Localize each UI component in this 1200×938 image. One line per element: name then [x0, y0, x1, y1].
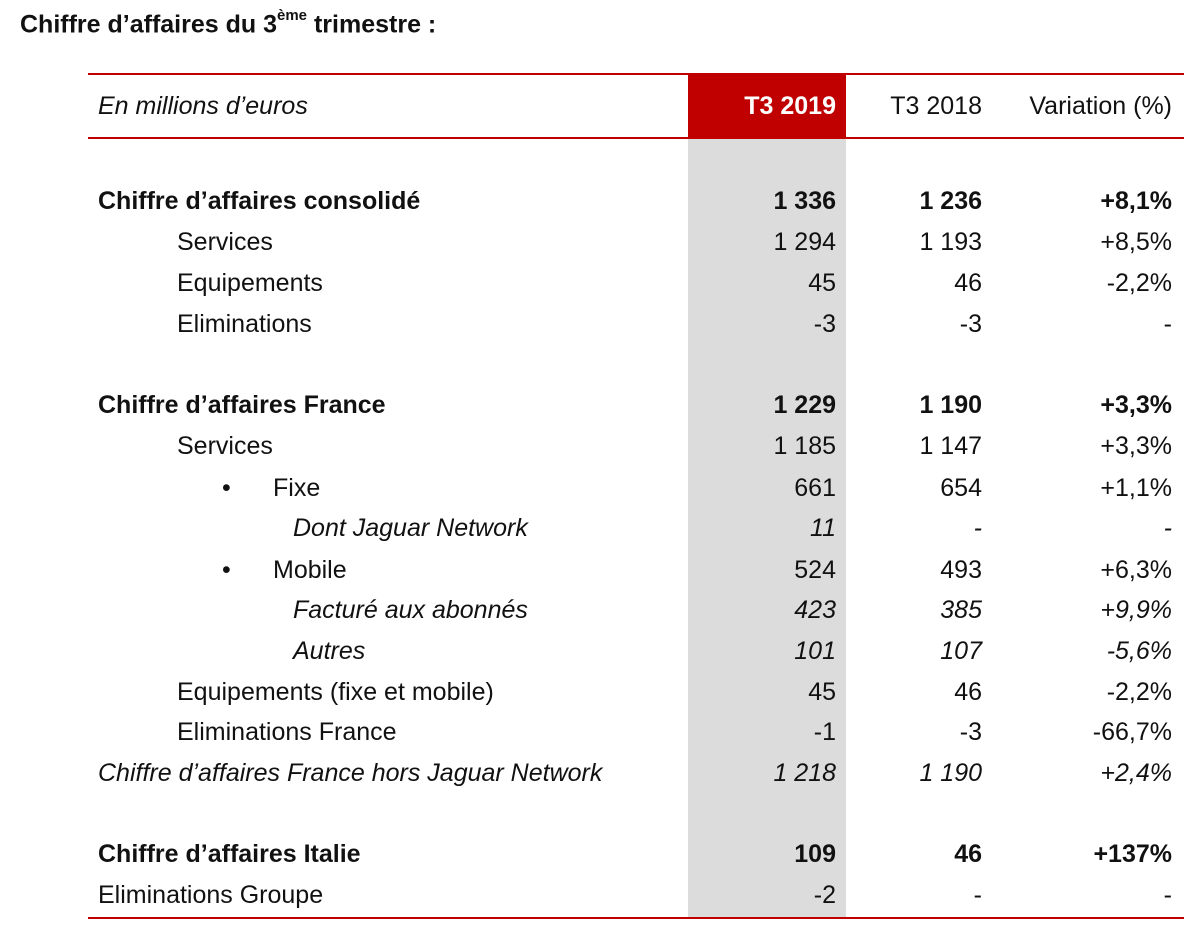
value-t3-2018: 1 147 [919, 432, 982, 460]
value-t3-2019: -2 [813, 881, 836, 909]
value-t3-2018: 1 236 [919, 187, 982, 215]
value-variation: -5,6% [1106, 637, 1172, 665]
unit-label: En millions d’euros [98, 92, 308, 120]
table-row-eliminations-groupe: Eliminations Groupe -2 - - [88, 875, 1184, 915]
row-label: Eliminations [177, 310, 312, 338]
value-t3-2018: 1 190 [919, 391, 982, 419]
value-t3-2018: 107 [940, 637, 982, 665]
row-label: Fixe [273, 474, 321, 502]
value-t3-2019: 1 185 [773, 432, 836, 460]
value-t3-2018: 385 [940, 596, 982, 624]
value-t3-2019: 45 [808, 678, 836, 706]
value-t3-2019: 11 [810, 514, 836, 542]
table-row-italie: Chiffre d’affaires Italie 109 46 +137% [88, 834, 1184, 874]
row-label: Services [177, 432, 273, 460]
value-t3-2018: 654 [940, 474, 982, 502]
column-header-t3-2019: T3 2019 [744, 92, 836, 120]
value-t3-2019: -3 [813, 310, 836, 338]
value-variation: +137% [1093, 840, 1172, 868]
value-t3-2018: 493 [940, 556, 982, 584]
row-label: Dont Jaguar Network [293, 514, 528, 542]
value-variation: +2,4% [1100, 759, 1172, 787]
row-label: Chiffre d’affaires France [98, 391, 386, 419]
row-label: Equipements [177, 269, 323, 297]
table-row-services: Services 1 294 1 193 +8,5% [88, 222, 1184, 262]
table-row-facture: Facturé aux abonnés 423 385 +9,9% [88, 590, 1184, 630]
value-variation: +8,5% [1100, 228, 1172, 256]
column-header-t3-2018: T3 2018 [890, 92, 982, 120]
value-t3-2019: 45 [808, 269, 836, 297]
table-row-eliminations: Eliminations -3 -3 - [88, 304, 1184, 344]
value-variation: -2,2% [1106, 269, 1172, 297]
page-title: Chiffre d’affaires du 3ème trimestre : [20, 7, 437, 39]
table-header: En millions d’euros T3 2019 T3 2018 Vari… [88, 86, 1184, 126]
highlight-header-t3-2019 [688, 75, 846, 138]
row-label: Services [177, 228, 273, 256]
value-t3-2018: -3 [959, 718, 982, 746]
title-main: Chiffre d’affaires du 3 [20, 10, 277, 39]
value-t3-2019: 1 294 [773, 228, 836, 256]
table-row-france: Chiffre d’affaires France 1 229 1 190 +3… [88, 385, 1184, 425]
row-label: Eliminations France [177, 718, 397, 746]
value-variation: +8,1% [1100, 187, 1172, 215]
column-header-variation: Variation (%) [1029, 92, 1172, 120]
value-variation: +3,3% [1100, 391, 1172, 419]
table-row-france-eliminations: Eliminations France -1 -3 -66,7% [88, 712, 1184, 752]
value-variation: +1,1% [1100, 474, 1172, 502]
value-variation: +3,3% [1100, 432, 1172, 460]
table-top-rule [88, 73, 1184, 75]
table-row-jaguar: Dont Jaguar Network 11 - - [88, 508, 1184, 548]
table-row-france-services: Services 1 185 1 147 +3,3% [88, 426, 1184, 466]
table-row-fixe: • Fixe 661 654 +1,1% [88, 468, 1184, 508]
title-rest: trimestre : [307, 10, 437, 39]
value-t3-2019: 109 [794, 840, 836, 868]
table-row-autres: Autres 101 107 -5,6% [88, 631, 1184, 671]
row-label: Facturé aux abonnés [293, 596, 528, 624]
value-t3-2018: 46 [954, 840, 982, 868]
row-label: Eliminations Groupe [98, 881, 324, 909]
value-variation: +9,9% [1100, 596, 1172, 624]
value-t3-2019: 1 229 [773, 391, 836, 419]
value-variation: - [1163, 881, 1172, 909]
value-t3-2018: - [973, 514, 982, 542]
value-t3-2019: 524 [794, 556, 836, 584]
value-t3-2019: 1 336 [773, 187, 836, 215]
value-t3-2018: -3 [959, 310, 982, 338]
row-label: Autres [293, 637, 366, 665]
row-label: Mobile [273, 556, 347, 584]
table-row-france-equipements: Equipements (fixe et mobile) 45 46 -2,2% [88, 672, 1184, 712]
value-t3-2018: 1 190 [919, 759, 982, 787]
value-t3-2019: 101 [794, 637, 836, 665]
table-row-equipements: Equipements 45 46 -2,2% [88, 263, 1184, 303]
table-row-france-hors-jaguar: Chiffre d’affaires France hors Jaguar Ne… [88, 753, 1184, 793]
value-t3-2018: 1 193 [919, 228, 982, 256]
value-t3-2019: 1 218 [773, 759, 836, 787]
value-t3-2018: 46 [954, 678, 982, 706]
row-label: Chiffre d’affaires Italie [98, 840, 361, 868]
value-variation: -2,2% [1106, 678, 1172, 706]
value-t3-2019: 423 [794, 596, 836, 624]
value-variation: - [1163, 514, 1172, 542]
table-bottom-rule [88, 917, 1184, 919]
value-t3-2018: 46 [954, 269, 982, 297]
value-variation: - [1163, 310, 1172, 338]
value-t3-2019: -1 [813, 718, 836, 746]
row-label: Chiffre d’affaires France hors Jaguar Ne… [98, 759, 603, 787]
row-label: Equipements (fixe et mobile) [177, 678, 494, 706]
value-t3-2018: - [973, 881, 982, 909]
value-t3-2019: 661 [794, 474, 836, 502]
row-label: Chiffre d’affaires consolidé [98, 187, 421, 215]
table-row-mobile: • Mobile 524 493 +6,3% [88, 550, 1184, 590]
title-superscript: ème [277, 7, 308, 24]
value-variation: +6,3% [1100, 556, 1172, 584]
highlight-column-t3-2019 [688, 138, 846, 918]
table-header-rule [88, 137, 1184, 139]
bullet-icon: • [222, 474, 231, 502]
table-row-consolide: Chiffre d’affaires consolidé 1 336 1 236… [88, 181, 1184, 221]
bullet-icon: • [222, 556, 231, 584]
value-variation: -66,7% [1092, 718, 1172, 746]
